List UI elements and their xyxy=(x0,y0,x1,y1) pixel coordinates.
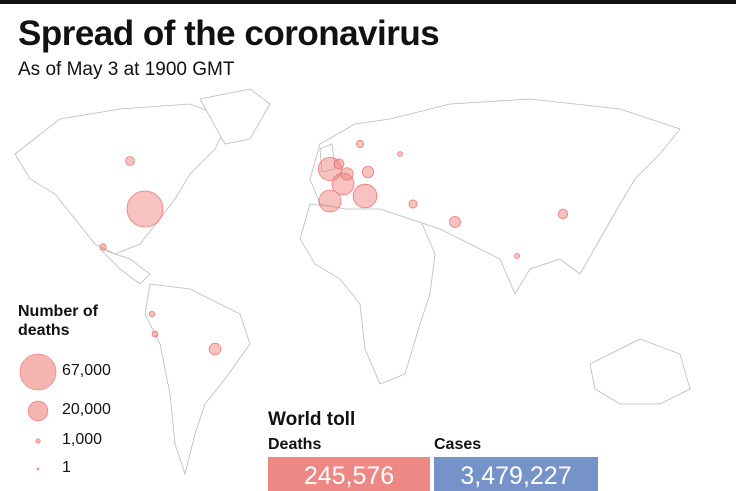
cases-value: 3,479,227 xyxy=(434,457,598,491)
map-bubble xyxy=(318,189,342,213)
map-bubble xyxy=(397,151,403,157)
map-bubble xyxy=(126,190,164,228)
legend-label: 1 xyxy=(62,459,71,476)
map-bubble xyxy=(333,158,345,170)
map-bubble xyxy=(514,253,520,259)
legend-bubble xyxy=(27,400,49,422)
land xyxy=(14,88,691,476)
map-bubble xyxy=(99,243,107,251)
title: Spread of the coronavirus xyxy=(18,14,440,53)
map-bubble xyxy=(151,330,159,338)
map-bubble xyxy=(208,342,222,356)
map-bubble xyxy=(317,156,343,182)
cases-label: Cases xyxy=(434,436,482,453)
legend-label: 1,000 xyxy=(62,431,103,448)
legend-bubble xyxy=(36,467,40,471)
deaths-value: 245,576 xyxy=(268,457,430,491)
map-bubble xyxy=(331,172,355,196)
legend-label: 67,000 xyxy=(62,362,111,379)
map-bubble xyxy=(340,167,354,181)
map-bubble xyxy=(408,199,418,209)
legend-bubble xyxy=(19,353,57,391)
subtitle: As of May 3 at 1900 GMT xyxy=(18,59,235,80)
map-bubble xyxy=(449,216,461,228)
map-bubble xyxy=(352,183,378,209)
map xyxy=(14,88,691,476)
map-bubble xyxy=(557,208,569,220)
map-bubble xyxy=(361,165,375,179)
map-bubble xyxy=(125,156,135,166)
legend-label: 20,000 xyxy=(62,401,111,418)
legend-bubble xyxy=(35,438,41,444)
legend-title: Number of deaths xyxy=(18,303,98,339)
toll-title: World toll xyxy=(268,409,356,430)
map-bubble xyxy=(355,139,365,149)
map-bubble xyxy=(148,310,156,318)
deaths-label: Deaths xyxy=(268,436,322,453)
